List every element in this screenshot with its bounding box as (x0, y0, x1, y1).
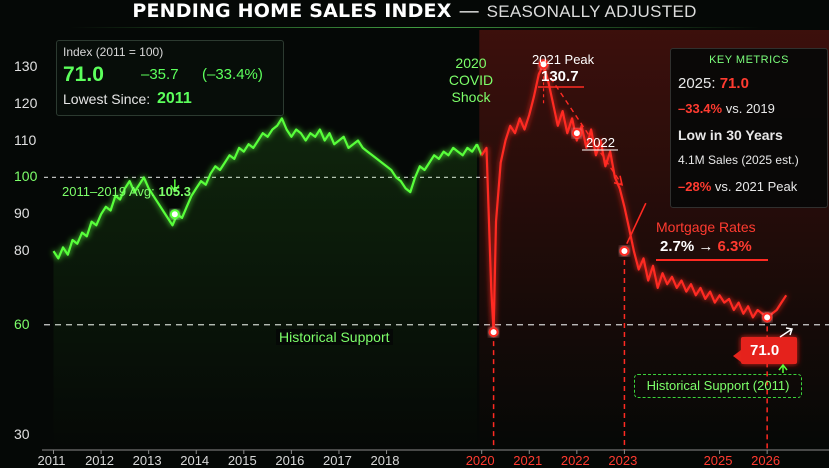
avg-annotation: 2011–2019 Avg: 105.3 (62, 184, 191, 199)
y-tick-label: 100 (14, 168, 38, 185)
chart-title: PENDING HOME SALES INDEX — SEASONALLY ADJU… (0, 0, 829, 26)
metric-vs-peak-label: vs. 2021 Peak (714, 179, 798, 194)
key-metrics-box: KEY METRICS 2025: 71.0 –33.4% vs. 2019 L… (670, 48, 828, 208)
x-tick-label: 2020 (465, 453, 495, 468)
peak-label: 2021 Peak (532, 52, 595, 67)
y-tick-label: 60 (14, 315, 30, 332)
y-tick-label: 80 (14, 242, 30, 259)
current-value-badge-tip (733, 350, 741, 362)
trend-arrow-head (613, 175, 624, 186)
highlighted-point (762, 312, 773, 323)
highlighted-point (169, 209, 180, 220)
x-tick-label: 2013 (132, 453, 162, 468)
metric-2025-label: 2025: (678, 75, 716, 92)
avg-value: 105.3 (158, 184, 191, 199)
covid-line1: 2020 (455, 55, 487, 71)
index-change-pct: (–33.4%) (202, 66, 263, 83)
avg-label: 2011–2019 Avg: (62, 184, 155, 199)
support-label: Historical Support (276, 329, 393, 345)
metric-2025: 2025: 71.0 (678, 75, 749, 92)
x-tick-label: 2022 (560, 453, 590, 468)
metric-30-year-low: Low in 30 Years (678, 127, 783, 143)
y-tick-label: 110 (14, 131, 37, 148)
y-tick-label: 90 (14, 205, 30, 222)
metric-2025-value: 71.0 (719, 75, 749, 92)
covid-annotation: 2020 COVID Shock (443, 55, 499, 106)
metric-sales-estimate: 4.1M Sales (2025 est.) (678, 153, 799, 167)
current-value-box: Index (2011 = 100) 71.0 –35.7 (–33.4%) L… (56, 40, 284, 116)
highlighted-point (538, 59, 549, 70)
peak-value: 130.7 (541, 68, 579, 85)
title-main: PENDING HOME SALES INDEX (132, 0, 452, 22)
x-tick-label: 2012 (85, 453, 114, 468)
highlighted-point (488, 327, 499, 338)
mortgage-from: 2.7% (660, 238, 695, 255)
x-tick-label: 2021 (513, 453, 543, 468)
x-tick-label: 2017 (322, 453, 352, 468)
metric-vs-peak-value: –28% (678, 179, 712, 194)
lowest-since-value: 2011 (157, 90, 192, 107)
covid-line3: Shock (451, 89, 491, 105)
key-metrics-heading: KEY METRICS (709, 54, 789, 66)
current-index-value: 71.0 (63, 63, 104, 86)
metric-vs-2019-value: –33.4% (678, 101, 723, 116)
x-tick-label: 2014 (180, 453, 210, 468)
trend-arrow-line (550, 77, 623, 186)
x-tick-label: 2026 (751, 453, 781, 468)
current-value-badge-bg (741, 337, 797, 364)
highlighted-point (619, 246, 630, 257)
index-change: –35.7 (141, 66, 179, 83)
lowest-since-label: Lowest Since: (63, 91, 151, 107)
x-tick-label: 2018 (370, 453, 400, 468)
x-tick-label: 2015 (227, 453, 257, 468)
title-underline (70, 27, 760, 28)
covid-line2: COVID (448, 72, 494, 88)
year-2022-label: 2022 (586, 135, 615, 150)
series-line-pre-covid (52, 117, 478, 260)
metric-vs-2019: –33.4% vs. 2019 (678, 101, 775, 116)
mortgage-label: Mortgage Rates (656, 219, 756, 235)
metric-vs-peak: –28% vs. 2021 Peak (678, 179, 797, 194)
metric-vs-2019-label: vs. 2019 (725, 101, 775, 116)
x-tick-label: 2023 (608, 453, 638, 468)
mortgage-pointer (626, 202, 647, 245)
x-tick-label: 2011 (37, 453, 66, 468)
y-tick-label: 120 (14, 94, 38, 111)
series-line-post-covid (480, 63, 788, 334)
x-tick-label: 2025 (703, 453, 733, 468)
badge-up-arrow (779, 327, 793, 338)
y-tick-label: 30 (14, 426, 30, 443)
y-tick-label: 130 (14, 57, 38, 74)
support-arrow-head (778, 363, 788, 371)
current-value-badge: 71.0 (750, 342, 780, 359)
x-tick-label: 2016 (275, 453, 305, 468)
mortgage-arrow: → (698, 238, 714, 255)
avg-arrow-head (170, 184, 180, 193)
mortgage-to: 6.3% (717, 238, 752, 255)
series-bridge (475, 143, 483, 156)
pre-covid-area (53, 118, 477, 450)
mortgage-rates: 2.7% → 6.3% (660, 238, 752, 255)
title-dash: — (459, 1, 479, 22)
support-2011-label: Historical Support (2011) (634, 374, 802, 398)
index-base-label: Index (2011 = 100) (63, 45, 164, 59)
highlighted-point (571, 128, 582, 139)
title-subtitle: SEASONALLY ADJUSTED (486, 2, 697, 21)
